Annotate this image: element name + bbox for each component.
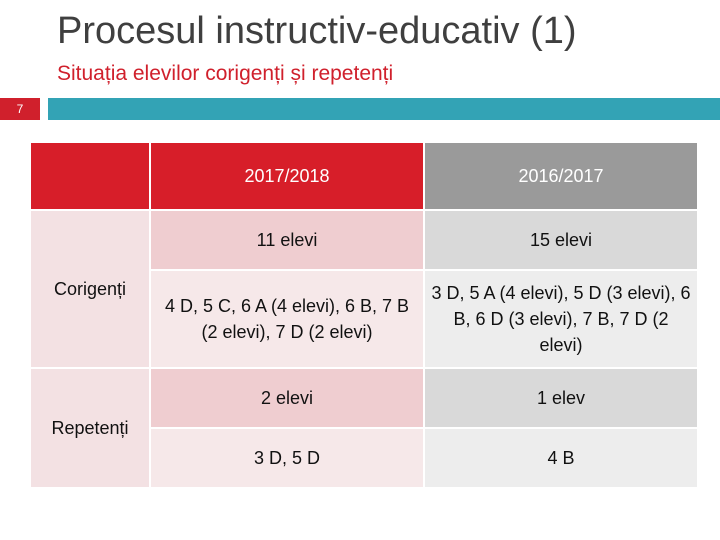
slide-number: 7 [0,98,40,120]
corigenti-count-2016-2017: 15 elevi [425,211,697,269]
row-label-corigenti: Corigenți [31,211,149,367]
accent-bar [48,98,720,120]
repetenti-classes-2016-2017: 4 B [425,429,697,487]
header-empty-cell [31,143,149,209]
repetenti-count-2016-2017: 1 elev [425,369,697,427]
corigenti-count-2017-2018: 11 elevi [151,211,423,269]
slide-title: Procesul instructiv-educativ (1) [57,10,577,52]
corigenti-classes-2016-2017: 3 D, 5 A (4 elevi), 5 D (3 elevi), 6 B, … [425,271,697,367]
repetenti-classes-2017-2018: 3 D, 5 D [151,429,423,487]
header-2016-2017: 2016/2017 [425,143,697,209]
corigenti-classes-2017-2018: 4 D, 5 C, 6 A (4 elevi), 6 B, 7 B (2 ele… [151,271,423,367]
repetenti-count-2017-2018: 2 elevi [151,369,423,427]
students-table: 2017/2018 2016/2017 Corigenți 11 elevi 1… [31,143,697,487]
slide-subtitle: Situația elevilor corigenți și repetenți [57,62,394,85]
header-2017-2018: 2017/2018 [151,143,423,209]
row-label-repetenti: Repetenți [31,369,149,487]
